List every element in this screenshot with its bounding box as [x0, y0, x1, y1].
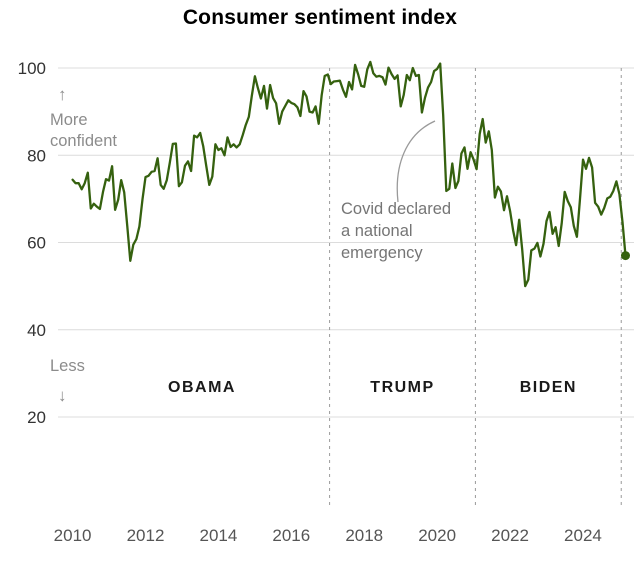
- era-label-obama: OBAMA: [168, 379, 236, 396]
- covid-annotation-line: Covid declared: [341, 200, 451, 218]
- less-confident-label: Less: [50, 357, 85, 375]
- era-label-trump: TRUMP: [370, 379, 434, 396]
- more-confident-label: confident: [50, 132, 117, 150]
- x-tick-label-2024: 2024: [564, 526, 602, 545]
- era-label-biden: BIDEN: [520, 379, 577, 396]
- more-confident-arrow-icon: ↑: [58, 85, 67, 104]
- less-confident-arrow-icon: ↓: [58, 386, 67, 405]
- x-tick-label-2014: 2014: [199, 526, 237, 545]
- x-tick-label-2012: 2012: [127, 526, 165, 545]
- x-tick-label-2018: 2018: [345, 526, 383, 545]
- x-tick-label-2022: 2022: [491, 526, 529, 545]
- x-tick-label-2016: 2016: [272, 526, 310, 545]
- y-tick-label-100: 100: [18, 59, 46, 78]
- covid-annotation-line: emergency: [341, 244, 423, 262]
- y-tick-label-20: 20: [27, 408, 46, 427]
- x-tick-label-2020: 2020: [418, 526, 456, 545]
- chart-title: Consumer sentiment index: [182, 6, 458, 29]
- y-tick-label-80: 80: [27, 146, 46, 165]
- covid-annotation-line: a national: [341, 222, 413, 240]
- y-tick-label-60: 60: [27, 234, 46, 253]
- sentiment-line: [71, 60, 627, 288]
- covid-annotation-pointer: [396, 120, 436, 203]
- x-tick-label-2010: 2010: [54, 526, 92, 545]
- more-confident-label: More: [50, 111, 88, 129]
- latest-point-dot: [620, 251, 630, 261]
- y-tick-label-40: 40: [27, 321, 46, 340]
